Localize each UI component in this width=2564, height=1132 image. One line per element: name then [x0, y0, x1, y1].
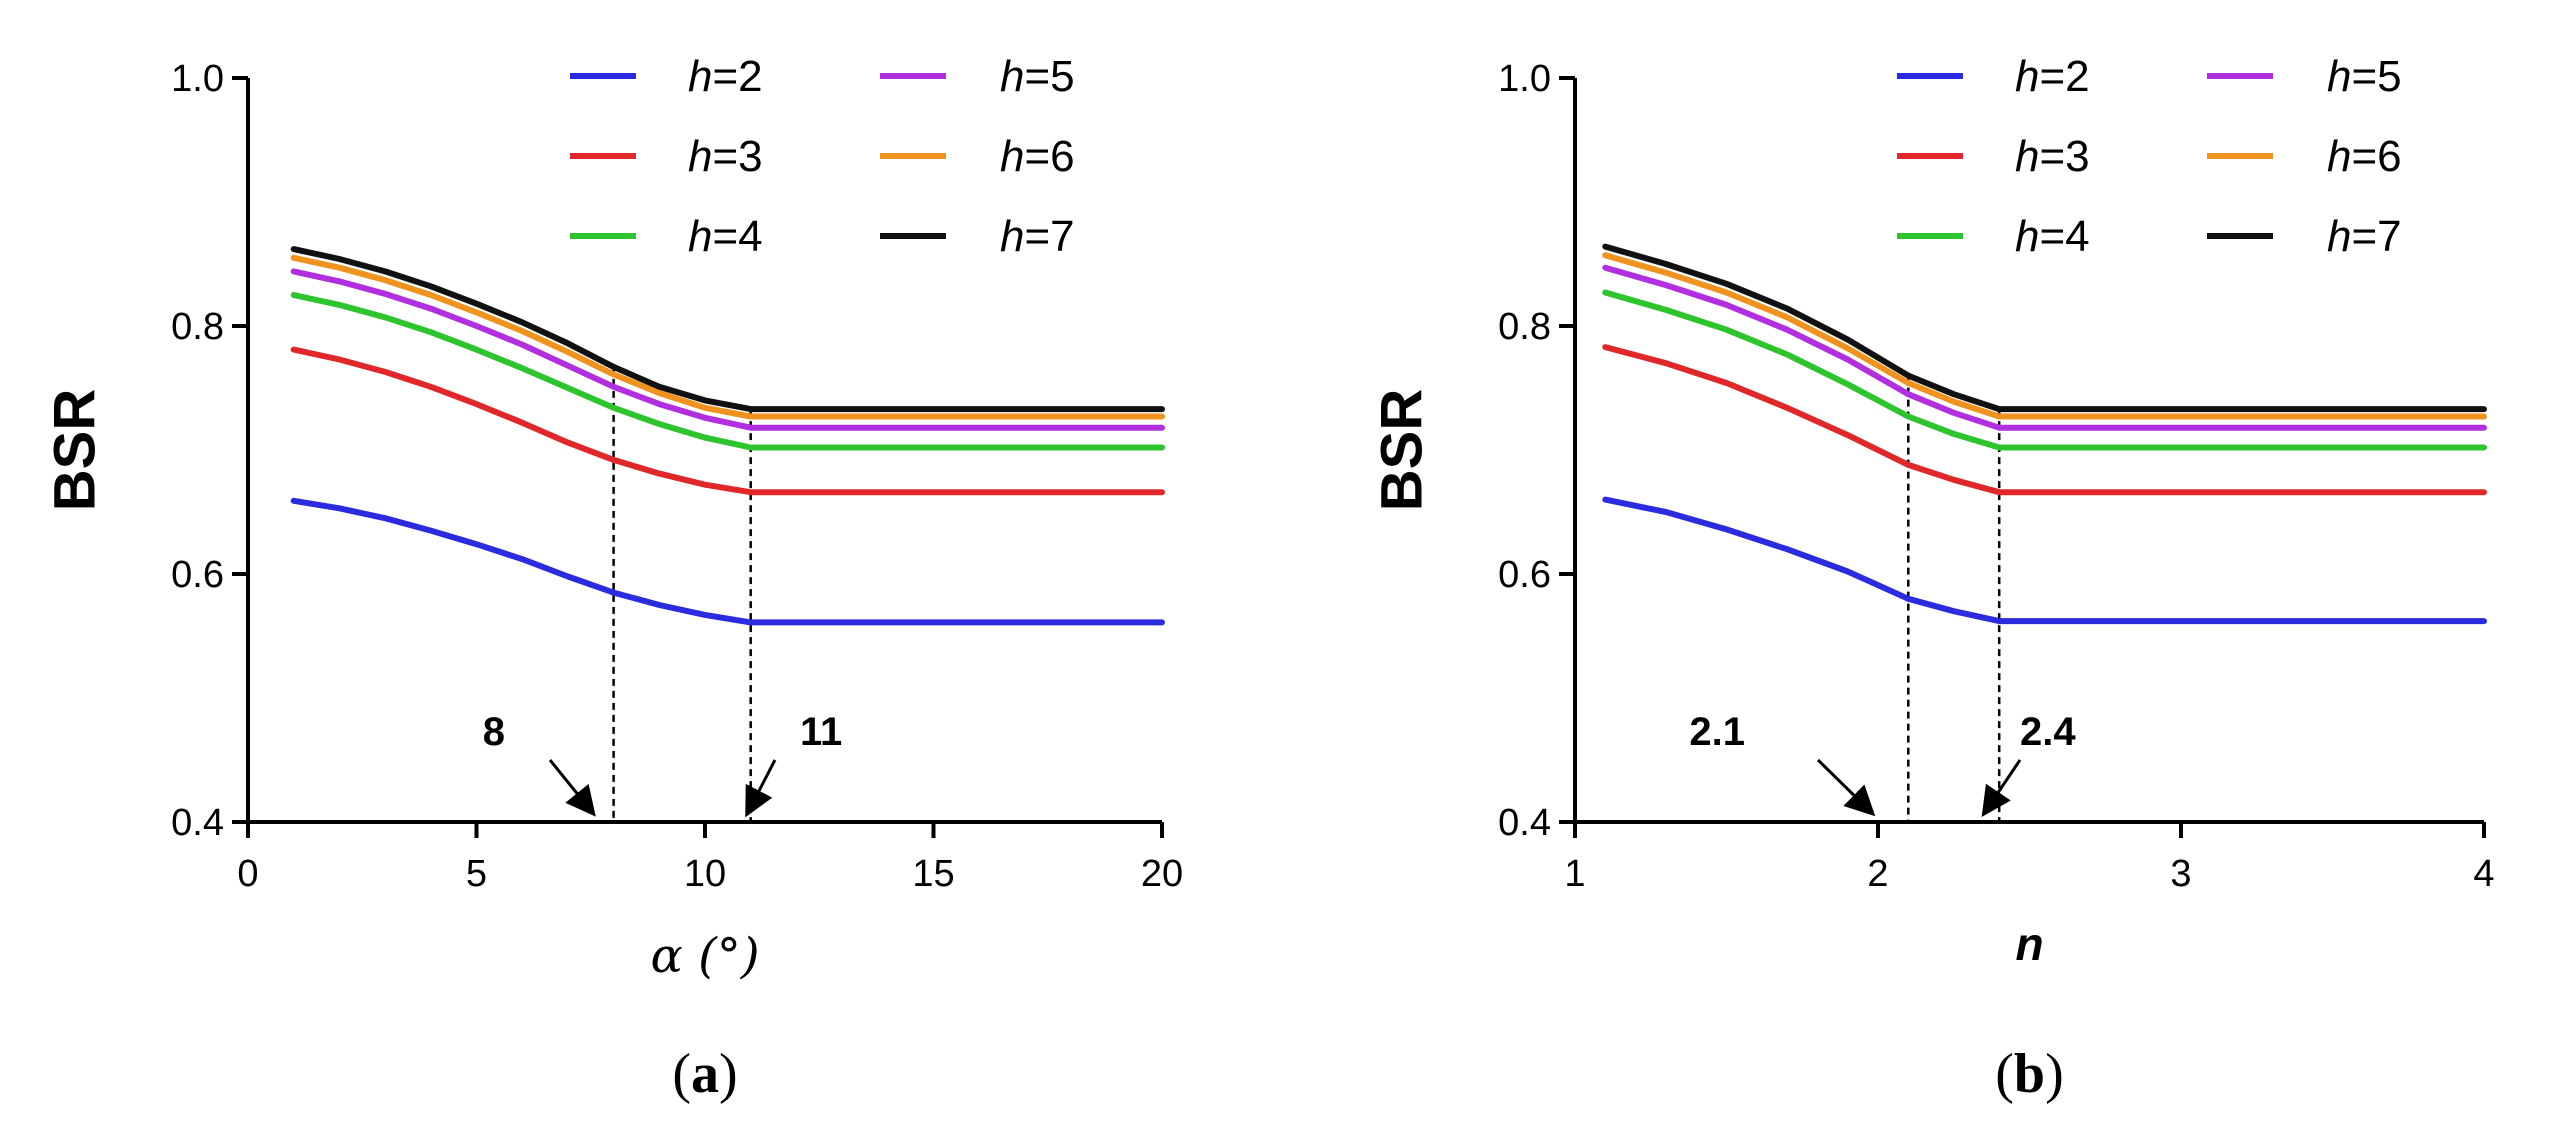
legend-label-val: =5: [2351, 52, 2401, 101]
legend-label: h=7: [1000, 212, 1075, 261]
x-tick-label: 10: [684, 853, 726, 895]
legend-label-val: =2: [2039, 52, 2089, 101]
panel-label-open: (: [1995, 1043, 2014, 1105]
panel-label-close: ): [2045, 1043, 2064, 1105]
x-tick-label: 20: [1141, 853, 1183, 895]
series-line-h-3: [1602, 344, 2487, 496]
legend-label-var: h: [1000, 132, 1024, 181]
legend-label-val: =7: [2351, 212, 2401, 261]
y-axis-title: BSR: [43, 389, 108, 511]
y-axis-title: BSR: [1370, 389, 1435, 511]
series-line-h-7: [1602, 243, 2487, 413]
panel-label-letter: b: [2014, 1043, 2045, 1105]
reference-annotation: 2.4: [2020, 710, 2076, 754]
legend-label-val: =3: [2039, 132, 2089, 181]
x-tick-label: 0: [237, 853, 258, 895]
legend-label: h=6: [1000, 132, 1075, 181]
legend-label-var: h: [2327, 212, 2351, 261]
legend-label-var: h: [688, 212, 712, 261]
reference-annotation: 11: [800, 710, 842, 754]
legend-label-val: =6: [2351, 132, 2401, 181]
legend-label-var: h: [2327, 52, 2351, 101]
y-tick-label: 0.6: [171, 554, 224, 596]
legend-label-var: h: [2327, 132, 2351, 181]
x-axis-title: n: [2015, 918, 2043, 970]
series-line-h-4: [1602, 289, 2487, 451]
series-line-h-6: [1602, 252, 2487, 420]
legend-label-var: h: [2015, 52, 2039, 101]
legend-label: h=5: [2327, 52, 2402, 101]
legend-label-val: =6: [1024, 132, 1074, 181]
annotation-arrow: [1816, 758, 1876, 817]
series-line-h-5: [290, 268, 1165, 431]
series-line-h-2: [1602, 496, 2487, 625]
legend-label: h=7: [2327, 212, 2402, 261]
panel-label-letter: a: [691, 1043, 719, 1105]
legend-label-var: h: [1000, 52, 1024, 101]
legend-label: h=3: [688, 132, 763, 181]
y-tick-label: 0.4: [1498, 802, 1551, 844]
legend-label-val: =5: [1024, 52, 1074, 101]
legend-label-var: h: [2015, 132, 2039, 181]
legend-label-val: =4: [712, 212, 762, 261]
legend-label-val: =2: [712, 52, 762, 101]
x-axis-title: α (°): [650, 928, 759, 984]
series-line-h-3: [290, 346, 1165, 496]
annotation-arrow: [745, 759, 777, 818]
series-line-h-2: [290, 497, 1165, 626]
y-tick-label: 0.6: [1498, 554, 1551, 596]
reference-annotation: 8: [483, 710, 505, 754]
legend-label: h=5: [1000, 52, 1075, 101]
legend-label: h=2: [688, 52, 763, 101]
panel-label-open: (: [672, 1043, 691, 1105]
panel-label: (a): [672, 1043, 737, 1105]
y-tick-label: 1.0: [171, 58, 224, 100]
legend-label: h=4: [2015, 212, 2090, 261]
legend-label: h=3: [2015, 132, 2090, 181]
x-tick-label: 1: [1564, 853, 1585, 895]
annotation-arrow: [548, 759, 596, 817]
x-tick-label: 5: [466, 853, 487, 895]
series-line-h-4: [290, 292, 1165, 451]
series-line-h-7: [290, 246, 1165, 413]
y-tick-label: 0.4: [171, 802, 224, 844]
legend-label-val: =7: [1024, 212, 1074, 261]
legend-label-var: h: [688, 132, 712, 181]
legend-label: h=6: [2327, 132, 2402, 181]
x-tick-label: 2: [1867, 853, 1888, 895]
legend-label-val: =3: [712, 132, 762, 181]
reference-annotation: 2.1: [1689, 710, 1745, 754]
y-tick-label: 1.0: [1498, 58, 1551, 100]
y-tick-label: 0.8: [171, 306, 224, 348]
annotation-arrow: [1981, 759, 2022, 817]
x-tick-label: 4: [2473, 853, 2494, 895]
x-tick-label: 15: [912, 853, 954, 895]
legend-label-var: h: [2015, 212, 2039, 261]
legend-label-var: h: [1000, 212, 1024, 261]
legend-label-var: h: [688, 52, 712, 101]
series-line-h-5: [1602, 264, 2487, 431]
series-line-h-6: [290, 254, 1165, 420]
y-tick-label: 0.8: [1498, 306, 1551, 348]
legend-label-val: =4: [2039, 212, 2089, 261]
x-tick-label: 3: [2170, 853, 2191, 895]
legend-label: h=2: [2015, 52, 2090, 101]
panel-label-close: ): [719, 1043, 738, 1105]
legend-label: h=4: [688, 212, 763, 261]
panel-label: (b): [1995, 1043, 2063, 1105]
